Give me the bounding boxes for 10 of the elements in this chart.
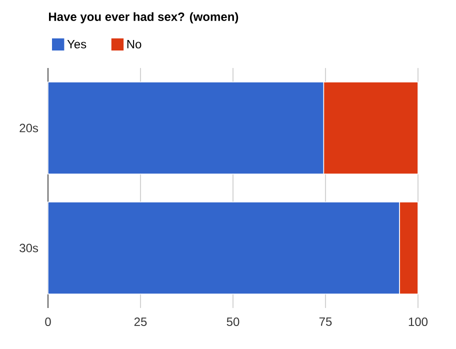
x-tick-label: 50 [226,318,240,326]
legend-label: Yes [67,40,86,48]
x-tick-label: 0 [45,318,51,326]
y-tick-label: 30s [20,244,38,252]
y-tick-label: 20s [20,124,38,132]
x-tick-label: 25 [134,318,147,326]
legend-label: No [127,40,142,48]
chart-title: Have you ever had sex? (women) [49,12,238,24]
x-tick-label: 75 [319,318,332,326]
x-tick-label: 100 [408,318,428,326]
